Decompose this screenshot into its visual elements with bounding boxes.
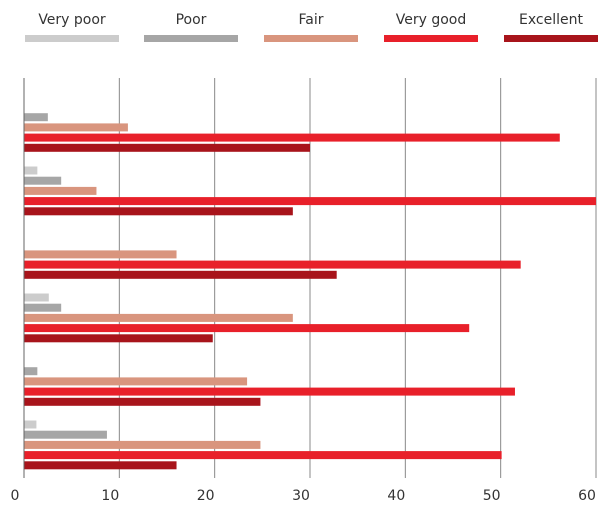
bar-group-4 [24, 293, 470, 343]
bar-fair [24, 440, 261, 449]
legend-swatch [144, 35, 238, 42]
bar-fair [24, 123, 128, 132]
bar-very-good [24, 197, 596, 206]
legend-item-very-poor: Very poor [25, 12, 119, 42]
x-tick-label: 30 [292, 488, 310, 504]
x-tick-label: 60 [578, 488, 596, 504]
legend-item-very-good: Very good [384, 12, 478, 42]
bar-group-3 [24, 250, 521, 279]
bar-group-2 [24, 166, 596, 216]
bar-group-5 [24, 367, 515, 406]
bar-excellent [24, 207, 293, 216]
bar-group-1 [24, 113, 560, 152]
legend-label: Very poor [38, 12, 106, 28]
bar-poor [24, 113, 48, 122]
bar-excellent [24, 461, 177, 470]
bar-very-poor [24, 166, 38, 175]
x-tick-label: 40 [387, 488, 405, 504]
legend-item-poor: Poor [144, 12, 238, 42]
bar-excellent [24, 270, 337, 279]
x-axis-ticks: 0 10 20 30 40 50 60 [11, 488, 596, 504]
bar-group-6 [24, 420, 502, 470]
x-tick-label: 20 [197, 488, 215, 504]
bar-fair [24, 377, 248, 386]
bar-excellent [24, 334, 213, 343]
bar-very-good [24, 387, 515, 396]
legend-item-fair: Fair [264, 12, 358, 42]
bar-fair [24, 186, 97, 195]
legend: Very poor Poor Fair Very good Excellent [25, 12, 598, 42]
bar-very-poor [24, 420, 37, 429]
bar-very-good [24, 324, 470, 333]
legend-swatch [25, 35, 119, 42]
bars [24, 113, 596, 470]
bar-poor [24, 303, 62, 312]
legend-label: Excellent [519, 12, 583, 28]
legend-swatch [264, 35, 358, 42]
bar-excellent [24, 397, 261, 406]
x-tick-label: 10 [101, 488, 119, 504]
legend-swatch [384, 35, 478, 42]
x-tick-label: 50 [483, 488, 501, 504]
bar-fair [24, 313, 293, 322]
bar-poor [24, 176, 62, 185]
bar-very-good [24, 451, 502, 460]
bar-fair [24, 250, 177, 259]
legend-label: Poor [176, 12, 207, 28]
legend-label: Fair [299, 12, 324, 28]
bar-poor [24, 430, 107, 439]
legend-item-excellent: Excellent [504, 12, 598, 42]
bar-excellent [24, 143, 310, 152]
bar-very-good [24, 133, 560, 142]
bar-poor [24, 367, 38, 376]
bar-very-good [24, 260, 521, 269]
x-tick-label: 0 [11, 488, 20, 504]
legend-swatch [504, 35, 598, 42]
bar-very-poor [24, 293, 49, 302]
legend-label: Very good [396, 12, 467, 28]
